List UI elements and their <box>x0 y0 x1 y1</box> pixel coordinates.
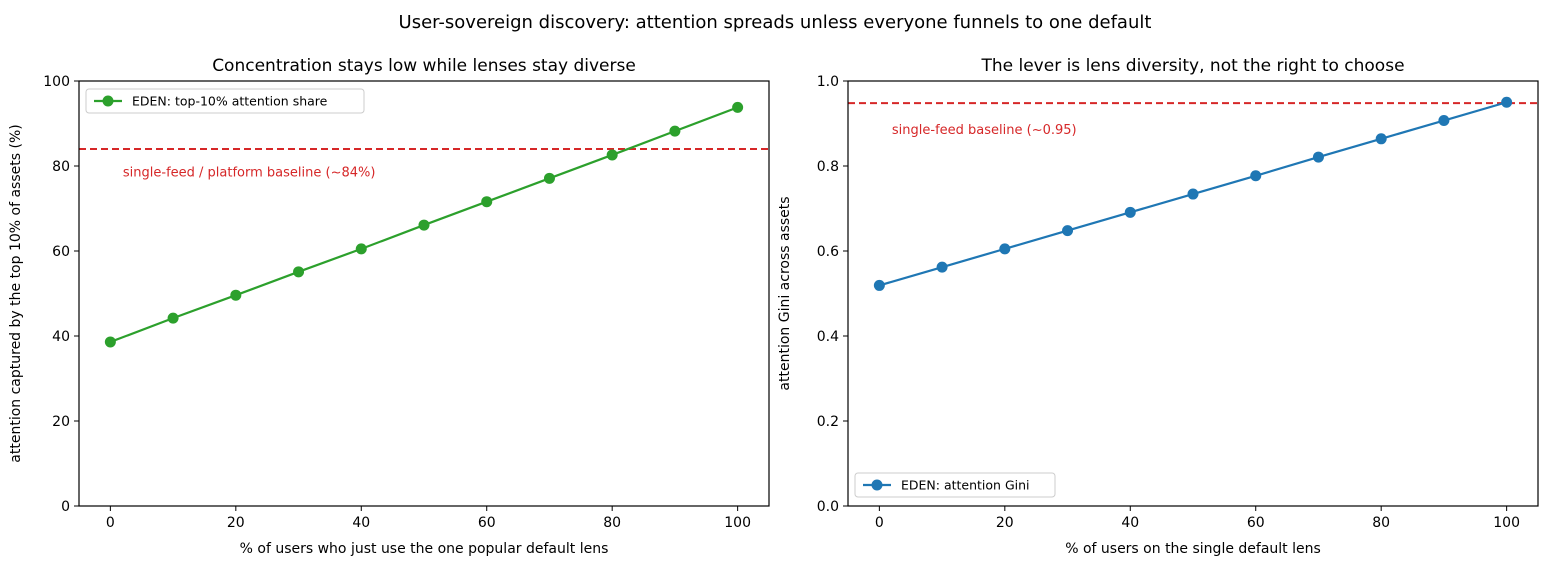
y-tick-label: 100 <box>43 74 70 90</box>
x-tick-label: 60 <box>478 515 496 531</box>
legend: EDEN: top-10% attention share <box>85 88 365 114</box>
right-chart-panel: The lever is lens diversity, not the rig… <box>777 56 1539 557</box>
x-tick-label: 100 <box>1493 515 1520 531</box>
baseline-annotation: single-feed / platform baseline (~84%) <box>123 165 376 180</box>
left-chart-panel: Concentration stays low while lenses sta… <box>8 56 770 557</box>
legend-box <box>85 88 365 114</box>
data-point <box>606 149 618 161</box>
y-tick-label: 0.0 <box>817 499 839 515</box>
data-point <box>481 196 493 208</box>
x-tick-label: 40 <box>352 515 370 531</box>
data-point <box>418 219 430 231</box>
data-point <box>104 336 116 348</box>
data-point <box>1501 96 1513 108</box>
data-point <box>355 243 367 255</box>
x-tick-label: 20 <box>227 515 245 531</box>
chart-title: The lever is lens diversity, not the rig… <box>980 56 1404 76</box>
x-tick-label: 20 <box>996 515 1014 531</box>
legend-marker <box>871 479 883 491</box>
y-tick-label: 60 <box>52 244 70 260</box>
y-tick-label: 1.0 <box>817 74 839 90</box>
data-point <box>293 266 305 278</box>
x-tick-label: 0 <box>106 515 115 531</box>
data-point <box>1062 225 1074 237</box>
data-point <box>669 125 681 137</box>
y-tick-label: 0 <box>61 499 70 515</box>
x-axis-label: % of users who just use the one popular … <box>240 541 609 557</box>
legend: EDEN: attention Gini <box>854 472 1056 498</box>
data-point <box>543 172 555 184</box>
plot-frame <box>847 80 1539 507</box>
plot-frame <box>78 80 770 507</box>
x-tick-label: 80 <box>1372 515 1390 531</box>
x-tick-label: 80 <box>603 515 621 531</box>
data-point <box>1124 206 1136 218</box>
chart-title: Concentration stays low while lenses sta… <box>212 56 636 76</box>
legend-marker <box>102 95 114 107</box>
legend-label: EDEN: top-10% attention share <box>132 94 328 109</box>
legend-label: EDEN: attention Gini <box>901 478 1030 493</box>
y-tick-label: 0.2 <box>817 414 839 430</box>
data-point <box>1312 151 1324 163</box>
y-tick-label: 40 <box>52 329 70 345</box>
y-tick-label: 20 <box>52 414 70 430</box>
y-tick-label: 0.6 <box>817 244 839 260</box>
data-point <box>230 289 242 301</box>
legend-box <box>854 472 1056 498</box>
x-tick-label: 40 <box>1121 515 1139 531</box>
x-tick-label: 100 <box>724 515 751 531</box>
x-tick-label: 0 <box>875 515 884 531</box>
baseline-annotation: single-feed baseline (~0.95) <box>892 123 1077 138</box>
y-axis-label: attention Gini across assets <box>777 196 793 390</box>
data-point <box>1250 170 1262 182</box>
y-tick-label: 0.8 <box>817 159 839 175</box>
data-point <box>167 312 179 324</box>
data-point <box>1375 133 1387 145</box>
y-axis-label: attention captured by the top 10% of ass… <box>8 124 24 462</box>
y-tick-label: 0.4 <box>817 329 839 345</box>
figure-suptitle: User-sovereign discovery: attention spre… <box>399 12 1152 33</box>
x-tick-label: 60 <box>1247 515 1265 531</box>
data-point <box>999 243 1011 255</box>
data-point <box>873 279 885 291</box>
y-tick-label: 80 <box>52 159 70 175</box>
data-point <box>1187 188 1199 200</box>
data-point <box>732 101 744 113</box>
data-point <box>1438 115 1450 127</box>
data-point <box>936 261 948 273</box>
x-axis-label: % of users on the single default lens <box>1065 541 1321 557</box>
